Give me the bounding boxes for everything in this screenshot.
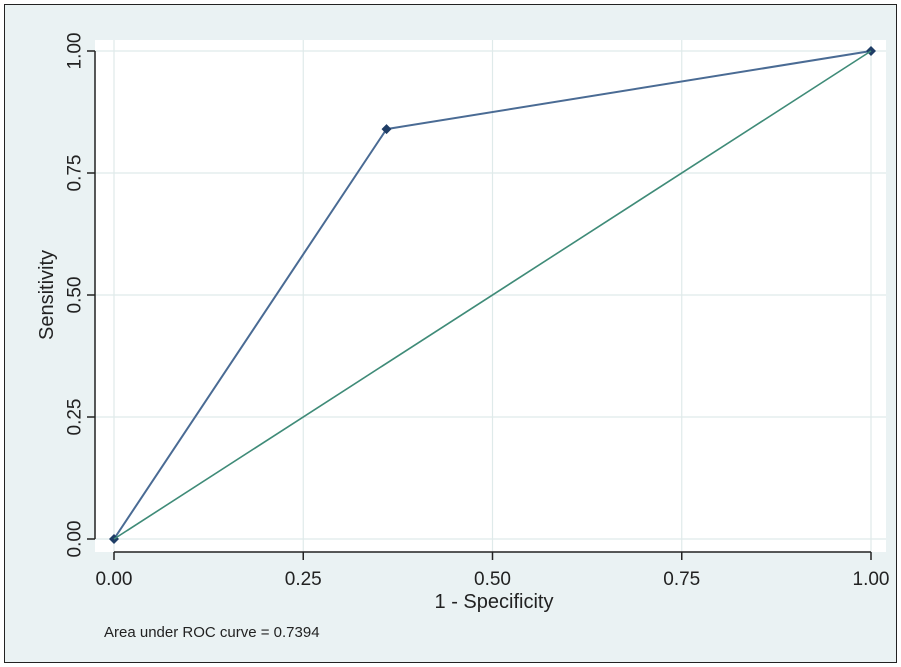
x-axis-title: 1 - Specificity [435, 591, 554, 613]
reference-line [113, 50, 872, 540]
x-tick-label: 0.75 [663, 569, 700, 590]
y-tick-label: 0.50 [65, 277, 86, 314]
y-tick-label: 1.00 [65, 33, 86, 70]
grid-lines [95, 40, 886, 552]
y-ticks: 0.00 0.25 0.50 0.75 1.00 [65, 33, 95, 558]
y-tick-label: 0.25 [65, 399, 86, 436]
y-tick-label: 0.75 [65, 155, 86, 192]
x-tick-label: 1.00 [853, 569, 890, 590]
x-tick-label: 0.50 [474, 569, 511, 590]
x-tick-label: 0.00 [96, 569, 133, 590]
x-tick-label: 0.25 [285, 569, 322, 590]
auc-annotation: Area under ROC curve = 0.7394 [104, 624, 320, 641]
series-layer [109, 46, 876, 544]
roc-point-marker [381, 124, 392, 135]
y-axis-title: Sensitivity [36, 250, 58, 340]
x-ticks: 0.00 0.25 0.50 0.75 1.00 [96, 552, 890, 590]
y-tick-label: 0.00 [65, 521, 86, 558]
